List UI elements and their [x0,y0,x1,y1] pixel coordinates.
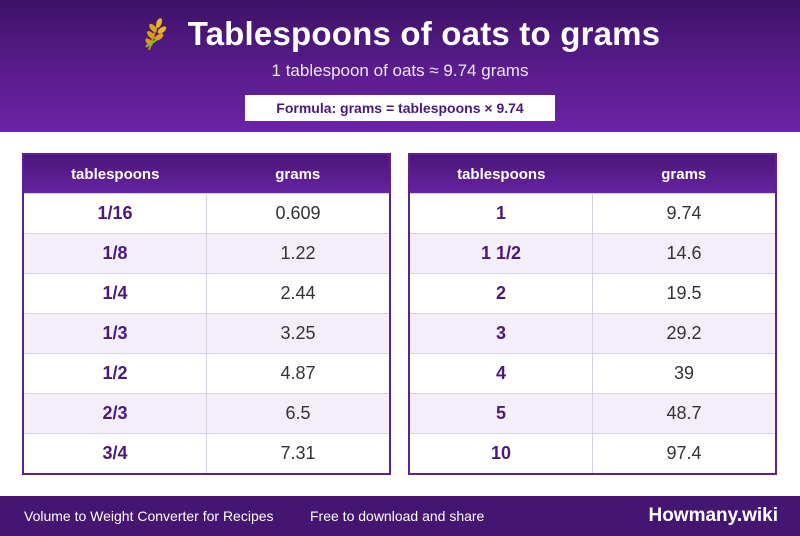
page-subtitle: 1 tablespoon of oats ≈ 9.74 grams [271,61,529,80]
tablespoons-cell: 1/4 [23,273,207,314]
table-row: 1/16 0.609 [23,193,390,234]
header-banner: Tablespoons of oats to grams 1 tablespoo… [0,0,800,132]
table-row: 1 9.74 [409,193,776,234]
tablespoons-cell: 1 1/2 [409,233,593,274]
tablespoons-cell: 1/16 [23,193,207,234]
grams-cell: 4.87 [206,353,390,394]
tablespoons-cell: 4 [409,353,593,394]
tablespoons-cell: 3/4 [23,433,207,474]
grams-cell: 97.4 [592,433,776,474]
table-row: 3 29.2 [409,313,776,354]
page-title: Tablespoons of oats to grams [187,15,661,52]
table-row: 1/3 3.25 [23,313,390,354]
table-row: 1/4 2.44 [23,273,390,314]
tablespoons-cell: 1/3 [23,313,207,354]
table-header-row: tablespoons grams [23,154,390,194]
grams-cell: 2.44 [206,273,390,314]
column-header-grams: grams [592,154,776,194]
title-row: Tablespoons of oats to grams [0,12,800,56]
tablespoons-cell: 1/8 [23,233,207,274]
table-row: 2 19.5 [409,273,776,314]
footer-note: Free to download and share [310,508,485,524]
tablespoons-cell: 1 [409,193,593,234]
table-row: 2/3 6.5 [23,393,390,434]
grams-cell: 48.7 [592,393,776,434]
conversion-table-right: tablespoons grams 1 9.74 1 1/2 14.6 2 19… [408,153,777,475]
grams-cell: 14.6 [592,233,776,274]
brand-logo-text[interactable]: Howmany.wiki [648,505,778,526]
grams-cell: 6.5 [206,393,390,434]
table-row: 3/4 7.31 [23,433,390,474]
grams-cell: 7.31 [206,433,390,474]
table-row: 4 39 [409,353,776,394]
grams-cell: 29.2 [592,313,776,354]
tablespoons-cell: 2 [409,273,593,314]
grams-cell: 1.22 [206,233,390,274]
column-header-tablespoons: tablespoons [409,154,593,194]
column-header-tablespoons: tablespoons [23,154,207,194]
tablespoons-cell: 2/3 [23,393,207,434]
grams-cell: 0.609 [206,193,390,234]
table-row: 1 1/2 14.6 [409,233,776,274]
formula-box: Formula: grams = tablespoons × 9.74 [245,95,555,121]
table-row: 5 48.7 [409,393,776,434]
table-row: 1/8 1.22 [23,233,390,274]
tablespoons-cell: 3 [409,313,593,354]
oat-grain-icon [140,17,174,51]
table-header-row: tablespoons grams [409,154,776,194]
footer-bar: Volume to Weight Converter for Recipes F… [0,496,800,536]
grams-cell: 9.74 [592,193,776,234]
tablespoons-cell: 5 [409,393,593,434]
grams-cell: 39 [592,353,776,394]
table-row: 1/2 4.87 [23,353,390,394]
grams-cell: 19.5 [592,273,776,314]
column-header-grams: grams [206,154,390,194]
conversion-table-left: tablespoons grams 1/16 0.609 1/8 1.22 1/… [22,153,391,475]
table-row: 10 97.4 [409,433,776,474]
tablespoons-cell: 1/2 [23,353,207,394]
grams-cell: 3.25 [206,313,390,354]
footer-tagline: Volume to Weight Converter for Recipes [24,508,274,524]
tablespoons-cell: 10 [409,433,593,474]
